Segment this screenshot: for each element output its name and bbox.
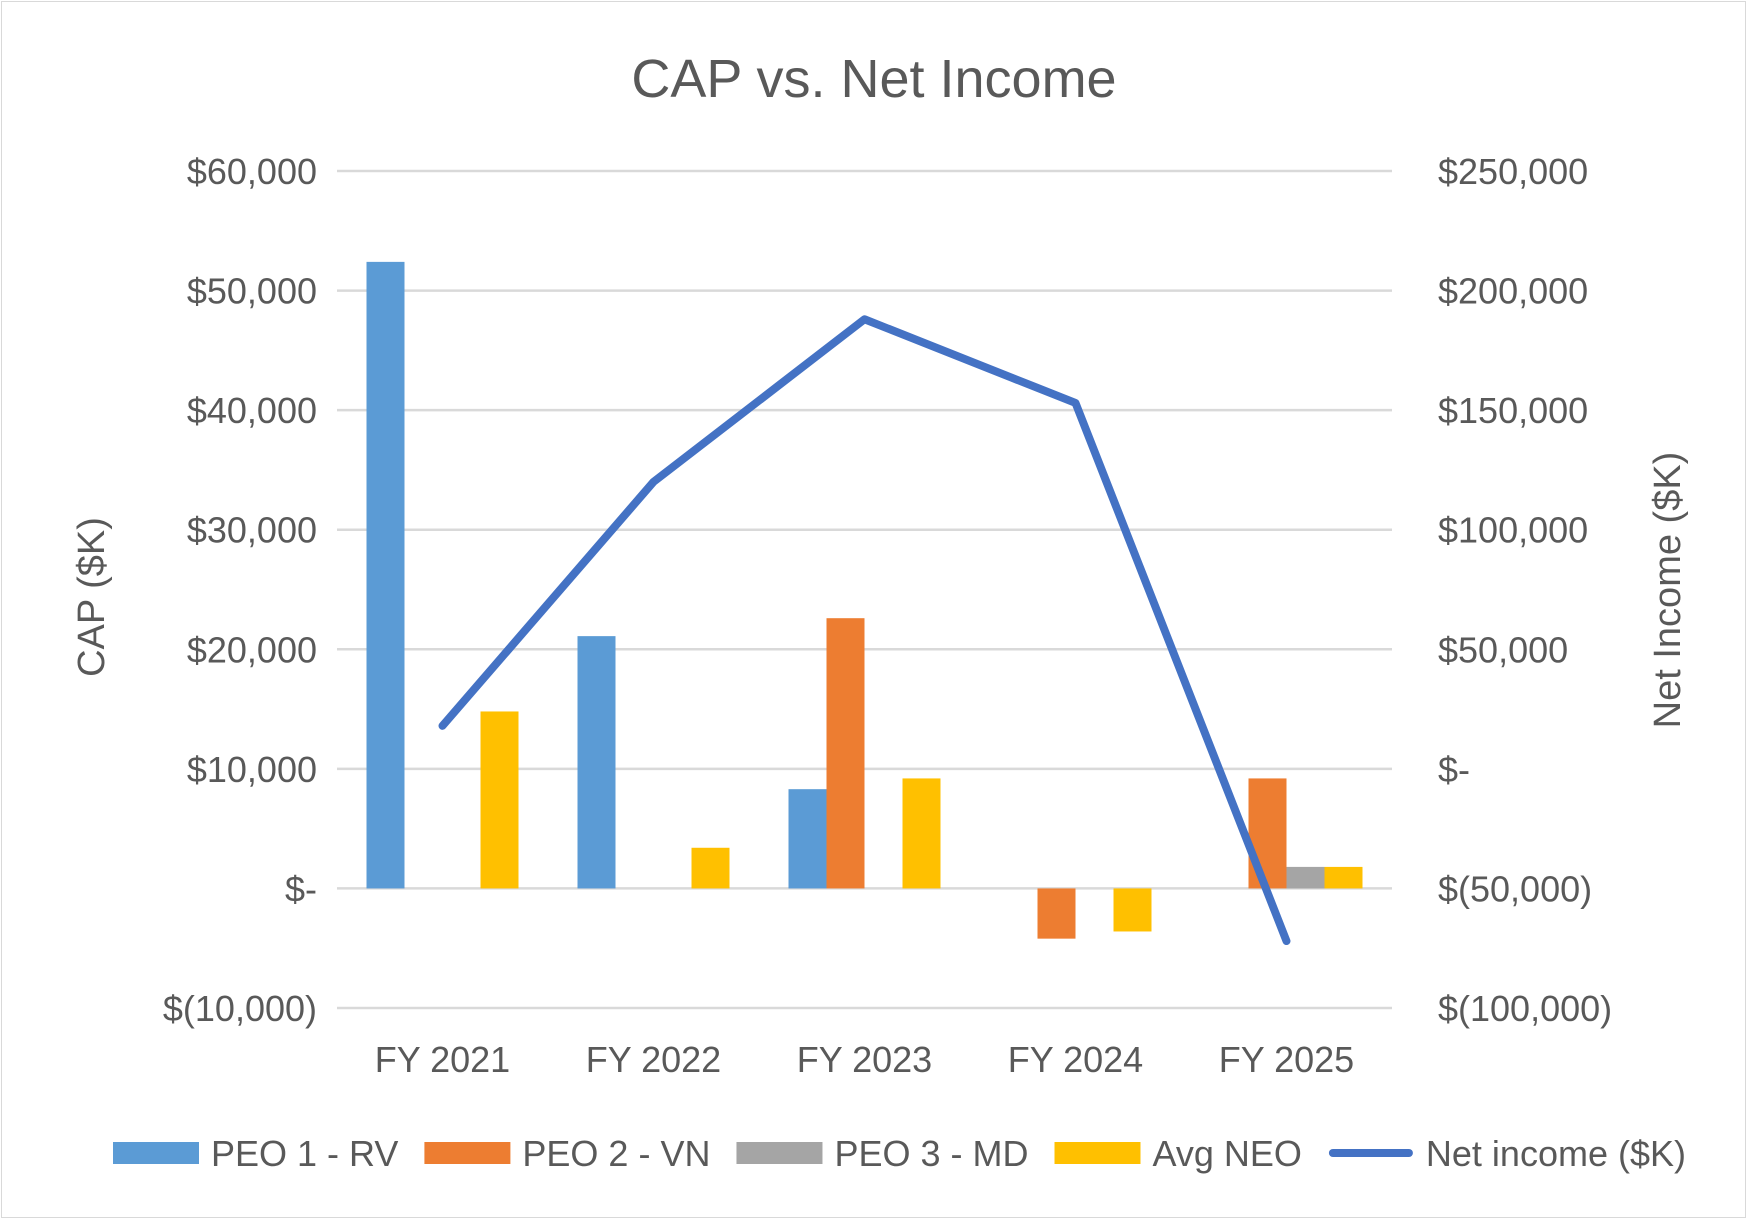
left-tick-label: $60,000 [187, 151, 317, 192]
x-tick-label: FY 2023 [797, 1039, 932, 1080]
legend-swatch-peo-3-md [736, 1142, 823, 1164]
chart-title: CAP vs. Net Income [631, 49, 1116, 109]
legend-label-net-income-k: Net income ($K) [1426, 1133, 1686, 1174]
left-tick-label: $30,000 [187, 510, 317, 551]
x-tick-label: FY 2021 [375, 1039, 510, 1080]
bar-peo-1-rv-fy-2022 [577, 636, 616, 889]
right-axis-title: Net Income ($K) [1647, 452, 1689, 729]
x-axis-ticks: FY 2021 FY 2022 FY 2023 FY 2024 FY 2025 [375, 1039, 1354, 1080]
legend-label-peo-2-vn: PEO 2 - VN [522, 1133, 710, 1174]
left-tick-label: $(10,000) [163, 988, 317, 1029]
right-axis-ticks: $250,000 $200,000 $150,000 $100,000 $50,000 $… [1438, 151, 1612, 1029]
left-axis-ticks: $60,000 $50,000 $40,000 $30,000 $20,000 $10,0… [163, 151, 317, 1029]
left-tick-label: $20,000 [187, 629, 317, 670]
left-tick-label: $- [285, 868, 317, 909]
right-tick-label: $200,000 [1438, 271, 1588, 312]
right-tick-label: $(100,000) [1438, 988, 1612, 1029]
bar-peo-2-vn-fy-2024 [1037, 888, 1076, 939]
right-tick-label: $250,000 [1438, 151, 1588, 192]
net-income-point [442, 725, 443, 727]
bar-avg-neo-fy-2021 [480, 711, 519, 889]
right-tick-label: $50,000 [1438, 629, 1568, 670]
x-tick-label: FY 2022 [586, 1039, 721, 1080]
bar-peo-2-vn-fy-2025 [1248, 778, 1287, 889]
net-income-point [864, 318, 865, 320]
right-tick-label: $(50,000) [1438, 868, 1592, 909]
left-tick-label: $40,000 [187, 390, 317, 431]
legend-swatch-peo-1-rv [113, 1142, 199, 1164]
x-tick-label: FY 2024 [1008, 1039, 1143, 1080]
legend-swatch-peo-2-vn [424, 1142, 511, 1164]
bar-avg-neo-fy-2023 [902, 778, 941, 889]
net-income-point [1286, 940, 1287, 942]
legend-label-peo-1-rv: PEO 1 - RV [211, 1133, 398, 1174]
bars [366, 261, 1363, 939]
right-tick-label: $- [1438, 749, 1470, 790]
legend: PEO 1 - RV PEO 2 - VN PEO 3 - MD Avg NEO Net… [113, 1133, 1686, 1174]
left-tick-label: $10,000 [187, 749, 317, 790]
bar-peo-2-vn-fy-2023 [826, 618, 865, 889]
legend-swatch-avg-neo [1054, 1142, 1141, 1164]
bar-peo-3-md-fy-2025 [1286, 866, 1325, 889]
right-tick-label: $100,000 [1438, 510, 1588, 551]
x-tick-label: FY 2025 [1219, 1039, 1354, 1080]
net-income-line-group [438, 315, 1291, 946]
left-axis-title: CAP ($K) [71, 517, 113, 677]
right-tick-label: $150,000 [1438, 390, 1588, 431]
bar-avg-neo-fy-2022 [691, 847, 730, 889]
left-tick-label: $50,000 [187, 271, 317, 312]
net-income-point [1075, 402, 1076, 404]
bar-peo-1-rv-fy-2021 [366, 261, 405, 889]
bar-peo-1-rv-fy-2023 [788, 789, 827, 889]
bar-avg-neo-fy-2024 [1113, 888, 1152, 932]
legend-label-avg-neo: Avg NEO [1153, 1133, 1302, 1174]
legend-label-peo-3-md: PEO 3 - MD [834, 1133, 1028, 1174]
net-income-point [653, 481, 654, 483]
bar-avg-neo-fy-2025 [1324, 866, 1363, 889]
